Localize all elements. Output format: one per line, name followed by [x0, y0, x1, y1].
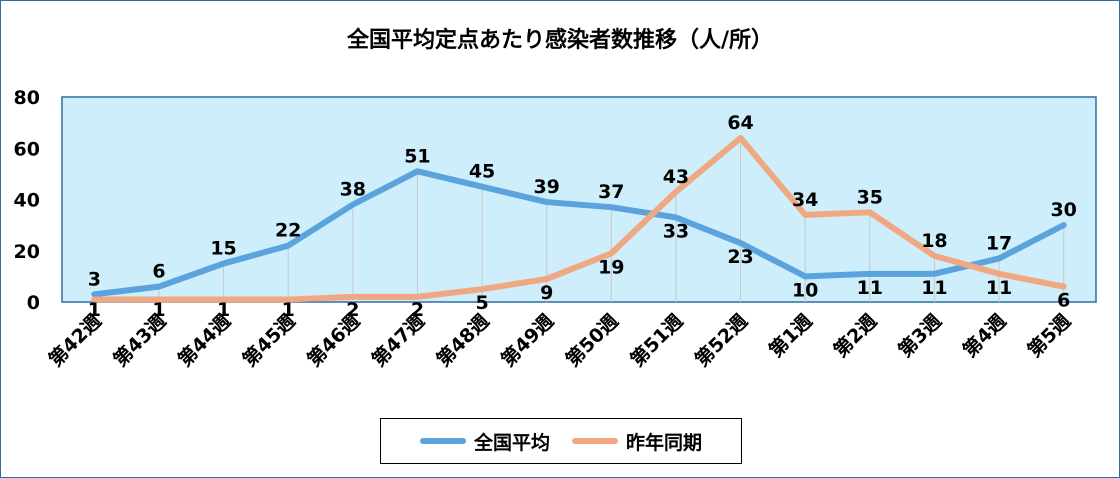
legend-swatch-national [419, 438, 466, 444]
legend-swatch-last-year [572, 438, 618, 444]
legend: 全国平均 昨年同期 [380, 418, 742, 464]
data-label: 34 [792, 189, 818, 211]
x-tick-label: 第48週 [432, 309, 494, 371]
x-tick-label: 第1週 [764, 309, 816, 361]
data-point [414, 168, 420, 174]
data-label: 6 [1057, 290, 1070, 312]
y-tick-label: 40 [14, 190, 40, 212]
data-label: 9 [540, 282, 553, 304]
data-label: 5 [475, 292, 488, 314]
data-label: 15 [210, 238, 236, 260]
x-tick-label: 第49週 [496, 309, 558, 371]
data-point [996, 271, 1002, 277]
y-tick-label: 0 [27, 292, 40, 314]
legend-item-national: 全国平均 [419, 428, 550, 455]
data-point [479, 286, 485, 292]
data-label: 22 [275, 220, 301, 242]
data-label: 1 [88, 299, 101, 321]
legend-label-national: 全国平均 [473, 431, 550, 454]
data-point [350, 294, 356, 300]
data-label: 11 [986, 277, 1012, 299]
chart-title: 全国平均定点あたり感染者数推移（人/所） [346, 28, 774, 53]
x-tick-label: 第5週 [1023, 309, 1075, 361]
data-label: 2 [411, 299, 424, 321]
data-point [867, 271, 873, 277]
data-label: 19 [598, 256, 624, 278]
data-point [1061, 284, 1067, 290]
data-point [156, 284, 162, 290]
data-label: 1 [152, 299, 165, 321]
data-point [221, 296, 227, 302]
data-point [414, 294, 420, 300]
data-label: 38 [340, 179, 366, 201]
data-label: 17 [986, 232, 1012, 254]
y-tick-label: 20 [14, 241, 40, 263]
data-point [91, 291, 97, 297]
data-point [608, 250, 614, 256]
data-point [91, 296, 97, 302]
data-label: 51 [404, 145, 430, 167]
data-point [544, 276, 550, 282]
data-label: 2 [346, 299, 359, 321]
data-point [608, 204, 614, 210]
y-tick-label: 60 [14, 138, 40, 160]
data-point [221, 261, 227, 267]
data-point [931, 253, 937, 259]
x-tick-label: 第50週 [561, 309, 623, 371]
data-label: 11 [857, 277, 883, 299]
data-label: 10 [792, 279, 818, 301]
data-point [285, 296, 291, 302]
series-line [91, 168, 1067, 298]
data-point [738, 135, 744, 141]
data-label: 33 [663, 220, 689, 242]
data-point [867, 209, 873, 215]
x-tick-label: 第2週 [829, 309, 881, 361]
data-label: 43 [663, 166, 689, 188]
data-point [673, 214, 679, 220]
data-label: 1 [282, 299, 295, 321]
data-point [350, 202, 356, 208]
data-label: 3 [88, 268, 101, 290]
legend-label-last-year: 昨年同期 [626, 431, 703, 454]
data-label: 35 [857, 186, 883, 208]
data-label: 64 [727, 112, 753, 134]
data-label: 30 [1050, 199, 1076, 221]
data-point [544, 199, 550, 205]
y-tick-label: 80 [14, 87, 40, 109]
data-label: 39 [533, 176, 559, 198]
data-point [673, 189, 679, 195]
series-line [91, 135, 1067, 303]
data-point [1061, 222, 1067, 228]
data-label: 45 [469, 161, 495, 183]
data-point [996, 255, 1002, 261]
x-tick-label: 第51週 [626, 309, 688, 371]
data-point [156, 296, 162, 302]
legend-item-last-year: 昨年同期 [572, 428, 702, 455]
data-point [285, 243, 291, 249]
data-point [802, 212, 808, 218]
x-tick-label: 第52週 [690, 309, 752, 371]
data-point [738, 240, 744, 246]
data-label: 6 [152, 261, 165, 283]
data-point [479, 184, 485, 190]
data-label: 11 [921, 277, 947, 299]
data-label: 18 [921, 230, 947, 252]
data-point [931, 271, 937, 277]
x-tick-label: 第3週 [893, 309, 945, 361]
data-label: 1 [217, 299, 230, 321]
x-tick-label: 第4週 [958, 309, 1010, 361]
data-label: 23 [727, 246, 753, 268]
data-label: 37 [598, 181, 624, 203]
data-point [802, 273, 808, 279]
